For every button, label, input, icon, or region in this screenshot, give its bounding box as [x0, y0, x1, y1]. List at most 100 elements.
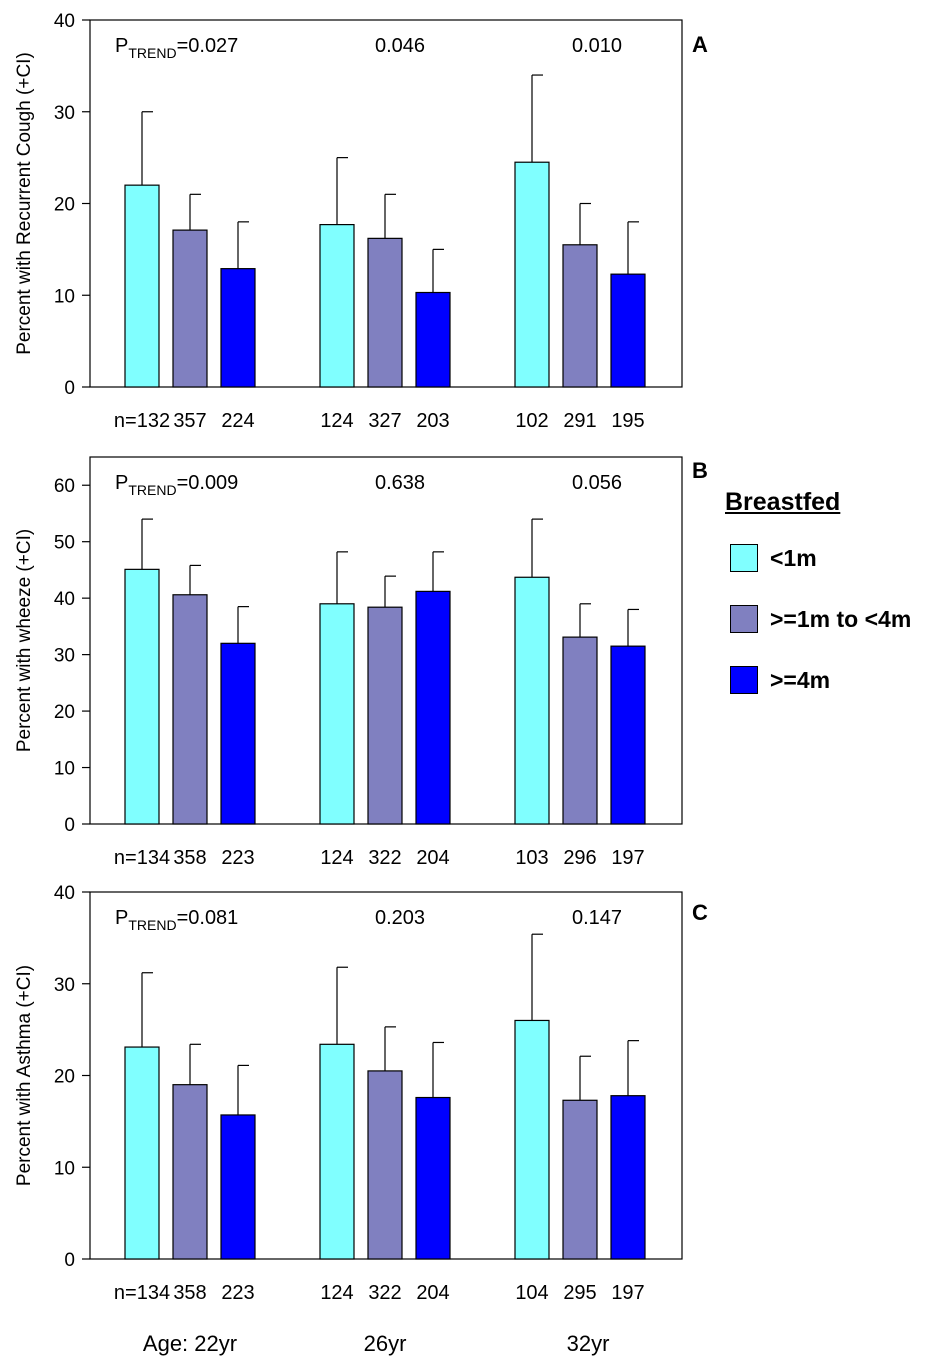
age-group-label: 26yr	[364, 1331, 407, 1356]
y-tick-label: 40	[54, 589, 75, 610]
bar	[319, 224, 355, 388]
y-tick-label: 10	[54, 759, 75, 780]
p-trend-value: 0.046	[375, 35, 425, 57]
y-axis-title: Percent with Recurrent Cough (+CI)	[14, 52, 35, 355]
bar	[220, 268, 256, 388]
p-trend-label: PTREND=0.027	[115, 35, 238, 61]
bar	[415, 291, 451, 388]
sample-size-label: 296	[563, 847, 596, 869]
sample-size-label: 203	[416, 410, 449, 432]
chart-panel-b: 0 10 20 30 40 50 60 Percent with wheeze (+CI) n=…	[14, 456, 708, 869]
sample-size-label: 358	[173, 847, 206, 869]
sample-size-label: 102	[515, 410, 548, 432]
p-trend-value: 0.147	[572, 907, 622, 929]
sample-size-label: 204	[416, 1282, 449, 1304]
legend-label-1to4m: >=1m to <4m	[770, 605, 912, 632]
y-tick-label: 0	[64, 378, 75, 399]
legend-item-1to4m: >=1m to <4m	[730, 605, 911, 633]
legend-label-ge4m: >=4m	[770, 666, 831, 693]
legend: Breastfed <1m >=1m to <4m >=4m	[722, 488, 937, 694]
bar	[514, 576, 550, 825]
bar	[367, 237, 403, 388]
sample-size-label: 124	[320, 410, 353, 432]
sample-size-label: 104	[515, 1282, 548, 1304]
sample-size-label: 223	[221, 1282, 254, 1304]
bar	[124, 1046, 160, 1260]
sample-size-label: 322	[368, 1282, 401, 1304]
y-tick-label: 30	[54, 646, 75, 667]
bar	[172, 594, 208, 825]
y-tick-label: 30	[54, 103, 75, 124]
y-tick-label: 20	[54, 702, 75, 723]
sample-size-label: 103	[515, 847, 548, 869]
chart-panel-c: 0 10 20 30 40 Percent with Asthma (+CI) n=134 1…	[14, 883, 708, 1304]
panel-letter: A	[692, 32, 708, 57]
y-tick-label: 10	[54, 286, 75, 307]
y-tick-label: 40	[54, 883, 75, 904]
legend-item-lt1m: <1m	[730, 544, 817, 572]
legend-label-lt1m: <1m	[770, 544, 817, 571]
bar	[220, 642, 256, 825]
sample-size-label: n=134	[114, 847, 170, 869]
y-tick-label: 30	[54, 975, 75, 996]
bar	[610, 1095, 646, 1260]
p-trend-label: PTREND=0.081	[115, 907, 238, 933]
bar	[319, 603, 355, 825]
bar	[172, 1084, 208, 1260]
sample-size-label: 124	[320, 1282, 353, 1304]
sample-size-label: 291	[563, 410, 596, 432]
legend-swatch-1to4m	[730, 605, 758, 633]
sample-size-label: 327	[368, 410, 401, 432]
sample-size-label: 322	[368, 847, 401, 869]
sample-size-label: 124	[320, 847, 353, 869]
y-tick-label: 50	[54, 533, 75, 554]
y-tick-label: 20	[54, 195, 75, 216]
y-tick-label: 10	[54, 1158, 75, 1179]
bar	[172, 229, 208, 388]
age-group-label: 32yr	[567, 1331, 610, 1356]
y-tick-label: 0	[64, 815, 75, 836]
sample-size-label: n=132	[114, 410, 170, 432]
bar	[319, 1043, 355, 1260]
panel-letter: C	[692, 900, 708, 925]
p-trend-value: 0.010	[572, 35, 622, 57]
bar	[124, 568, 160, 825]
sample-size-label: 358	[173, 1282, 206, 1304]
bar	[562, 244, 598, 388]
p-trend-label: PTREND=0.009	[115, 472, 238, 498]
sample-size-label: 197	[611, 847, 644, 869]
bar	[610, 273, 646, 388]
p-trend-value: 0.203	[375, 907, 425, 929]
p-trend-value: 0.638	[375, 472, 425, 494]
sample-size-label: 224	[221, 410, 254, 432]
panel-letter: B	[692, 458, 708, 483]
sample-size-label: 295	[563, 1282, 596, 1304]
bar	[562, 636, 598, 825]
bar	[514, 161, 550, 388]
bar	[610, 645, 646, 825]
sample-size-label: n=134	[114, 1282, 170, 1304]
sample-size-label: 357	[173, 410, 206, 432]
bar	[124, 184, 160, 388]
sample-size-label: 204	[416, 847, 449, 869]
bar	[367, 1070, 403, 1260]
chart-panel-a: 0 10 20 30 40 Percent with Recurrent Cough (+…	[14, 11, 708, 432]
legend-title: Breastfed	[725, 488, 841, 516]
legend-swatch-ge4m	[730, 666, 758, 694]
bar	[367, 606, 403, 825]
sample-size-label: 195	[611, 410, 644, 432]
bar	[514, 1019, 550, 1260]
legend-swatch-lt1m	[730, 544, 758, 572]
y-tick-label: 40	[54, 11, 75, 32]
y-axis-title: Percent with wheeze (+CI)	[14, 529, 35, 752]
y-tick-label: 0	[64, 1250, 75, 1271]
bar	[415, 1096, 451, 1260]
p-trend-value: 0.056	[572, 472, 622, 494]
age-group-label: Age: 22yr	[143, 1331, 237, 1356]
legend-item-ge4m: >=4m	[730, 666, 830, 694]
sample-size-label: 223	[221, 847, 254, 869]
y-axis-title: Percent with Asthma (+CI)	[14, 965, 35, 1186]
bar	[415, 590, 451, 825]
sample-size-label: 197	[611, 1282, 644, 1304]
